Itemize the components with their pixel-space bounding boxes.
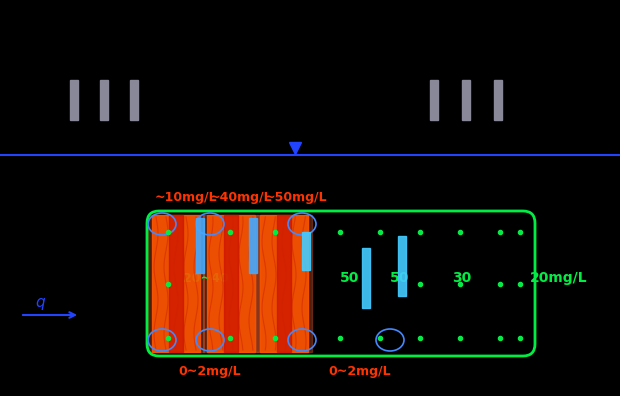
Bar: [398, 236, 406, 296]
Text: 20~40: 20~40: [183, 272, 229, 284]
Bar: [277, 215, 291, 352]
Bar: [203, 215, 259, 352]
Text: 50: 50: [391, 271, 410, 285]
Text: q: q: [35, 295, 45, 310]
Bar: [196, 218, 204, 273]
Text: ~40mg/L: ~40mg/L: [210, 192, 273, 204]
Bar: [362, 248, 370, 308]
Bar: [260, 215, 308, 352]
Bar: [70, 80, 78, 120]
Bar: [430, 80, 438, 120]
Bar: [148, 215, 204, 352]
Text: ~10mg/L: ~10mg/L: [155, 192, 218, 204]
Bar: [256, 215, 312, 352]
Bar: [302, 232, 310, 270]
Text: 30: 30: [453, 271, 472, 285]
Text: 50: 50: [340, 271, 360, 285]
Text: ~50mg/L: ~50mg/L: [265, 192, 327, 204]
Bar: [100, 80, 108, 120]
Bar: [249, 218, 257, 273]
Bar: [130, 80, 138, 120]
Bar: [462, 80, 470, 120]
Text: 20mg/L: 20mg/L: [530, 271, 588, 285]
Bar: [224, 215, 238, 352]
Text: 0~2mg/L: 0~2mg/L: [179, 366, 241, 379]
Text: 0~2mg/L: 0~2mg/L: [329, 366, 391, 379]
Bar: [207, 215, 255, 352]
Bar: [169, 215, 183, 352]
Bar: [494, 80, 502, 120]
Bar: [152, 215, 200, 352]
